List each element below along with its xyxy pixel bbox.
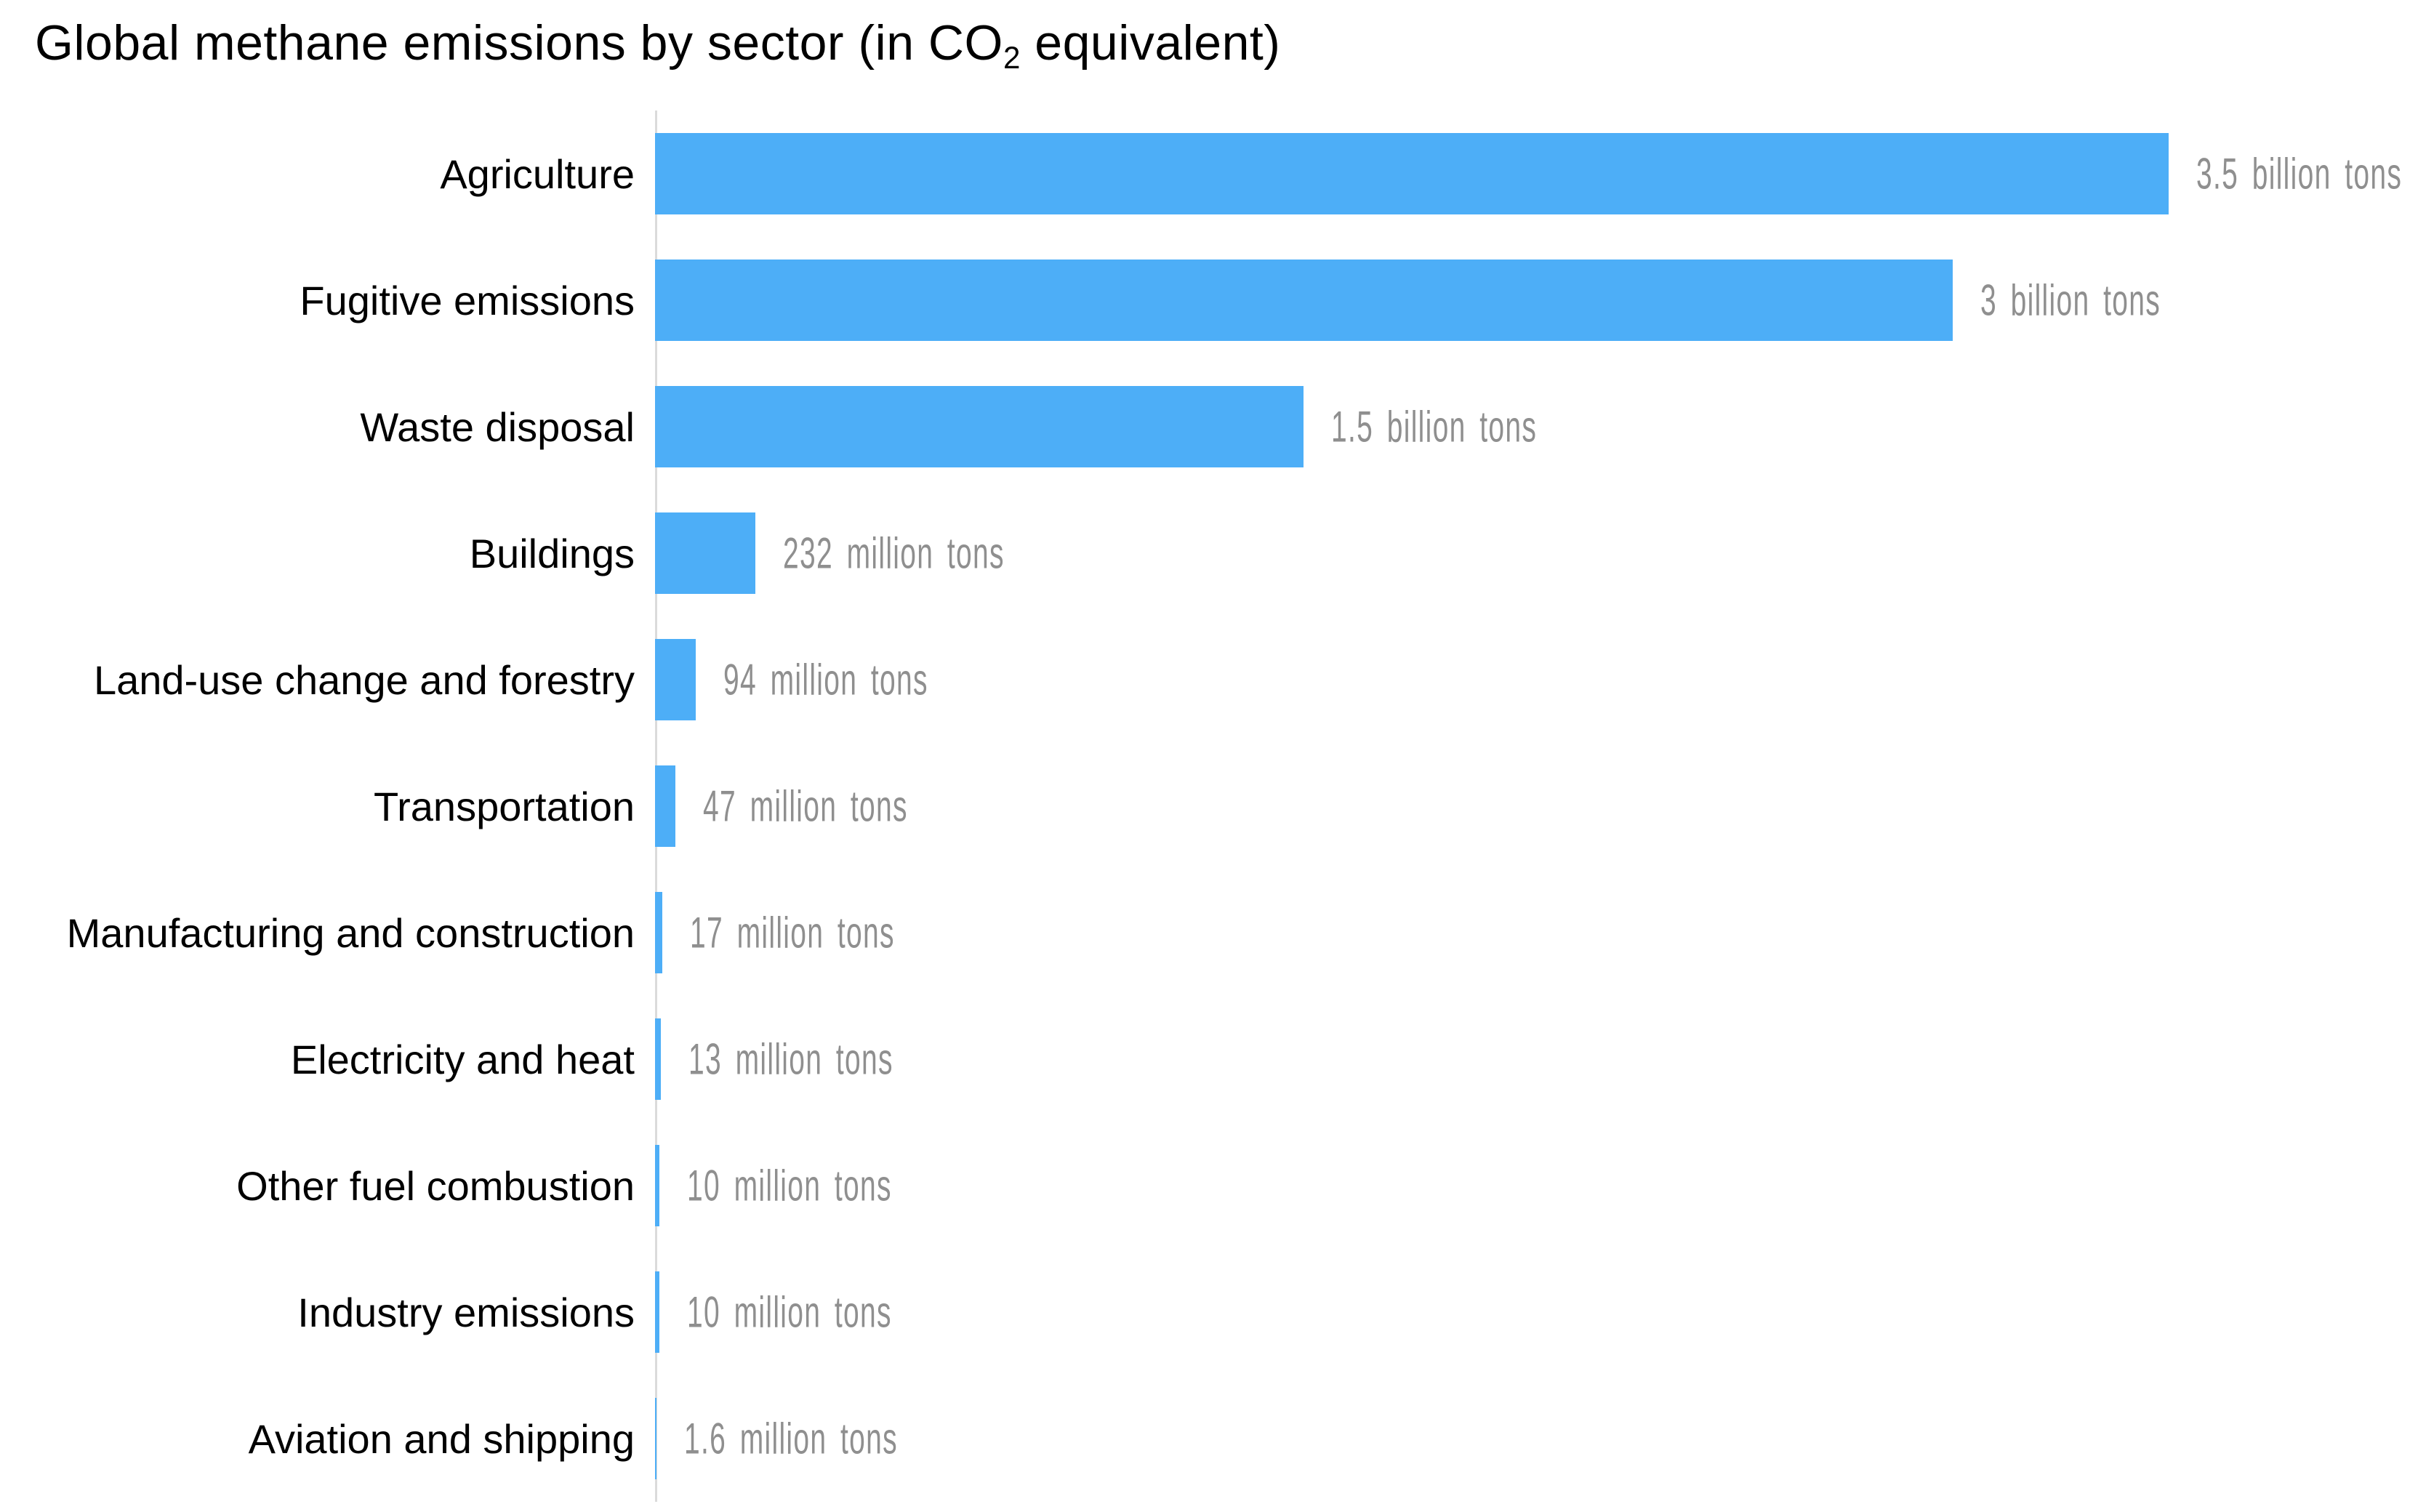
bar-area: 94 million tons — [655, 639, 2410, 720]
chart-title-subscript: 2 — [1003, 40, 1021, 75]
bar — [655, 1271, 659, 1353]
value-label: 10 million tons — [687, 1287, 892, 1337]
chart-row: Fugitive emissions 3 billion tons — [0, 237, 2410, 363]
category-label: Industry emissions — [297, 1289, 635, 1335]
chart-row: Agriculture 3.5 billion tons — [0, 110, 2410, 237]
bar-area: 1.6 million tons — [655, 1398, 2410, 1479]
category-label: Electricity and heat — [290, 1036, 635, 1082]
bar-area: 3 billion tons — [655, 260, 2410, 341]
value-label: 17 million tons — [690, 908, 895, 957]
category-label: Agriculture — [440, 150, 635, 197]
category-label: Transportation — [374, 783, 635, 829]
bar-area: 1.5 billion tons — [655, 386, 2410, 467]
bar — [655, 639, 696, 720]
value-label: 3.5 billion tons — [2196, 149, 2403, 198]
bar-chart: Agriculture 3.5 billion tons Fugitive em… — [0, 110, 2410, 1502]
value-label: 47 million tons — [703, 781, 908, 831]
chart-row: Other fuel combustion 10 million tons — [0, 1122, 2410, 1249]
chart-row: Industry emissions 10 million tons — [0, 1249, 2410, 1375]
value-label: 13 million tons — [688, 1034, 893, 1084]
bar-area: 232 million tons — [655, 512, 2410, 594]
value-label: 232 million tons — [783, 528, 1005, 578]
chart-row: Buildings 232 million tons — [0, 490, 2410, 616]
value-label: 3 billion tons — [1980, 276, 2161, 325]
value-label: 1.6 million tons — [684, 1414, 898, 1463]
chart-row: Electricity and heat 13 million tons — [0, 996, 2410, 1122]
category-label: Manufacturing and construction — [66, 909, 635, 956]
category-label: Land-use change and forestry — [93, 656, 635, 703]
bar-area: 13 million tons — [655, 1018, 2410, 1100]
category-label: Aviation and shipping — [248, 1415, 635, 1462]
bar — [655, 1398, 656, 1479]
value-label: 94 million tons — [723, 655, 928, 704]
chart-title-text: Global methane emissions by sector (in C… — [35, 15, 1003, 71]
chart-row: Transportation 47 million tons — [0, 743, 2410, 869]
chart-title-suffix: equivalent) — [1020, 15, 1281, 71]
chart-rows: Agriculture 3.5 billion tons Fugitive em… — [0, 110, 2410, 1502]
category-label: Buildings — [469, 530, 635, 576]
bar — [655, 512, 755, 594]
category-label: Waste disposal — [360, 403, 635, 450]
bar-area: 47 million tons — [655, 765, 2410, 847]
bar-area: 3.5 billion tons — [655, 133, 2410, 214]
chart-title: Global methane emissions by sector (in C… — [35, 15, 1281, 75]
category-label: Other fuel combustion — [236, 1162, 635, 1209]
bar — [655, 133, 2169, 214]
bar-area: 17 million tons — [655, 892, 2410, 973]
chart-row: Manufacturing and construction 17 millio… — [0, 869, 2410, 996]
chart-row: Aviation and shipping 1.6 million tons — [0, 1375, 2410, 1502]
bar — [655, 1145, 659, 1226]
chart-row: Land-use change and forestry 94 million … — [0, 616, 2410, 743]
value-label: 1.5 billion tons — [1331, 402, 1538, 451]
chart-row: Waste disposal 1.5 billion tons — [0, 363, 2410, 490]
bar — [655, 386, 1304, 467]
bar-area: 10 million tons — [655, 1271, 2410, 1353]
bar — [655, 892, 662, 973]
bar — [655, 765, 675, 847]
category-label: Fugitive emissions — [300, 277, 635, 323]
bar — [655, 260, 1953, 341]
bar — [655, 1018, 661, 1100]
value-label: 10 million tons — [687, 1161, 892, 1210]
bar-area: 10 million tons — [655, 1145, 2410, 1226]
